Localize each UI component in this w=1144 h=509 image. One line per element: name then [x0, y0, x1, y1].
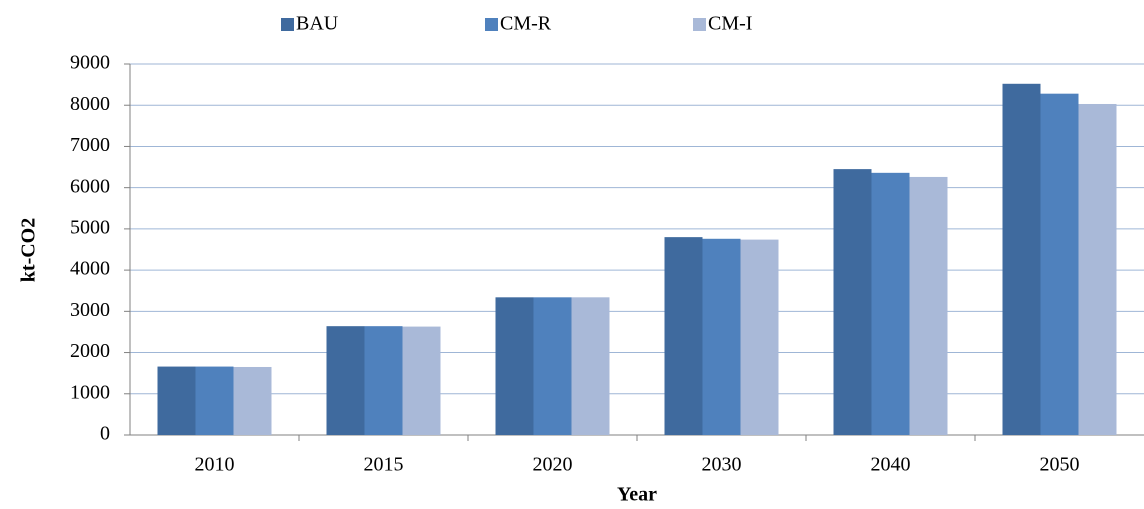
x-tick-label: 2050	[1040, 454, 1080, 476]
bar	[664, 237, 703, 435]
bar	[702, 238, 741, 435]
bar	[1078, 103, 1117, 435]
legend-label: CM-R	[500, 13, 552, 35]
bar	[833, 169, 872, 435]
bar	[740, 239, 779, 435]
y-tick-label: 1000	[70, 381, 110, 403]
y-tick-label: 2000	[70, 340, 110, 362]
bar	[909, 176, 948, 435]
y-tick-label: 3000	[70, 299, 110, 321]
x-tick-label: 2040	[871, 454, 911, 476]
x-tick-label: 2015	[364, 454, 404, 476]
y-tick-label: 7000	[70, 134, 110, 156]
bar	[326, 326, 365, 435]
bar	[402, 326, 441, 435]
x-tick-label: 2030	[702, 454, 742, 476]
y-tick-label: 5000	[70, 216, 110, 238]
bar	[571, 297, 610, 435]
legend-swatch	[281, 18, 294, 31]
bar	[871, 172, 910, 435]
legend-label: CM-I	[708, 13, 752, 35]
bar	[1040, 93, 1079, 436]
bar	[157, 366, 196, 435]
x-tick-label: 2010	[195, 454, 235, 476]
bar	[233, 366, 272, 435]
y-tick-label: 0	[100, 423, 110, 445]
y-tick-label: 6000	[70, 175, 110, 197]
bar	[495, 297, 534, 435]
y-tick-label: 8000	[70, 93, 110, 115]
y-tick-label: 4000	[70, 258, 110, 280]
x-tick-label: 2020	[533, 454, 573, 476]
y-axis-label: kt-CO2	[18, 218, 40, 282]
legend-label: BAU	[296, 13, 339, 35]
x-axis-label: Year	[617, 484, 657, 506]
legend-swatch	[485, 18, 498, 31]
y-tick-label: 9000	[70, 52, 110, 74]
bar	[364, 326, 403, 435]
legend-swatch	[693, 18, 706, 31]
bar	[195, 366, 234, 435]
bar	[533, 297, 572, 435]
bar	[1002, 83, 1041, 435]
